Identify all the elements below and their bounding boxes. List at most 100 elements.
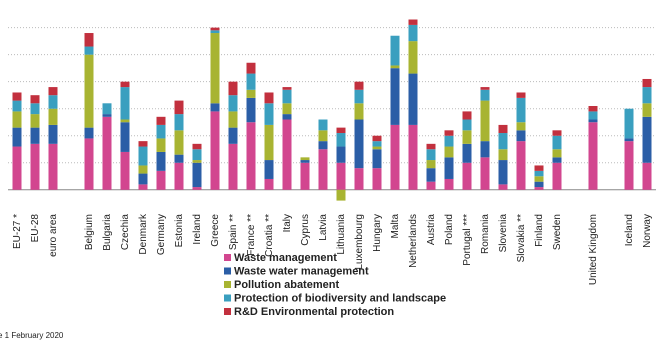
bar-segment <box>516 97 526 123</box>
bar-segment <box>588 122 598 190</box>
bar-segment <box>318 119 328 131</box>
legend-swatch <box>224 267 231 275</box>
bar-segment <box>102 114 112 117</box>
legend-label: Waste water management <box>234 266 369 278</box>
bar-segment <box>534 165 544 171</box>
bar-segment <box>156 138 166 152</box>
bar-segment <box>138 146 148 166</box>
x-tick-label: United Kingdom <box>588 214 599 285</box>
x-tick-label: Estonia <box>174 214 185 248</box>
bar-segment <box>552 149 562 158</box>
bar-segment <box>480 87 490 90</box>
x-tick-label: Lithuania <box>336 214 347 255</box>
bar-segment <box>642 87 652 104</box>
bar-segment <box>138 141 148 147</box>
x-tick-label: Spain ** <box>228 214 239 250</box>
bar-segment <box>84 46 94 55</box>
bar-segment <box>300 157 310 161</box>
bar-segment <box>264 124 274 161</box>
bar-segment <box>552 135 562 150</box>
bar-segment <box>264 92 274 104</box>
bar-segment <box>102 103 112 115</box>
bar-segment <box>174 154 184 163</box>
bar-segment <box>156 151 166 171</box>
bar-segment <box>354 119 364 169</box>
x-tick-label: Bulgaria <box>102 214 113 251</box>
bar-segment <box>588 119 598 123</box>
bar-segment <box>354 103 364 120</box>
bar-segment <box>372 168 382 190</box>
bar-segment <box>336 133 346 147</box>
x-tick-label: Poland <box>444 214 455 245</box>
bar-segment <box>264 103 274 125</box>
bar-segment <box>228 143 238 190</box>
source-note: e 1 February 2020 <box>0 331 64 340</box>
bar-segment <box>480 141 490 158</box>
bar-segment <box>624 138 634 142</box>
x-tick-label: Croatia ** <box>264 214 275 257</box>
bar-segment <box>408 19 418 25</box>
bar-segment <box>588 111 598 120</box>
bar-segment <box>84 138 94 190</box>
bar-segment <box>264 160 274 179</box>
bar-segment <box>30 114 40 128</box>
bar-segment <box>408 124 418 190</box>
bar-segment <box>426 181 436 190</box>
bar-segment <box>30 127 40 144</box>
bar-segment <box>624 108 634 139</box>
bar-segment <box>336 189 346 201</box>
x-tick-label: France ** <box>246 214 257 256</box>
bar-segment <box>390 124 400 190</box>
bar-segment <box>138 165 148 174</box>
bar-segment <box>84 54 94 128</box>
bar-segment <box>552 130 562 136</box>
bar-segment <box>264 178 274 190</box>
bar-segment <box>246 97 256 123</box>
bar-segment <box>336 146 346 163</box>
bar-segment <box>516 92 526 98</box>
legend-swatch <box>224 294 231 302</box>
bar-segment <box>516 130 526 142</box>
bar-segment <box>336 127 346 134</box>
bar-segment <box>498 124 508 134</box>
x-tick-label: Belgium <box>84 214 95 250</box>
bar-segment <box>498 133 508 150</box>
bar-segment <box>48 87 58 96</box>
bar-segment <box>282 87 292 90</box>
bar-segment <box>300 162 310 190</box>
bar-segment <box>246 89 256 98</box>
bar-segment <box>642 162 652 190</box>
bar-segment <box>30 95 40 104</box>
bar-segment <box>408 24 418 42</box>
bar-segment <box>354 81 364 90</box>
bar-segment <box>228 127 238 144</box>
bar-segment <box>498 184 508 190</box>
bar-segment <box>444 157 454 179</box>
bar-segment <box>390 68 400 125</box>
bar-segment <box>624 141 634 190</box>
bar-segment <box>120 81 130 88</box>
bar-segment <box>552 157 562 163</box>
x-tick-label: EU-27 * <box>12 214 23 249</box>
x-tick-label: Austria <box>426 214 437 246</box>
bar-segment <box>516 141 526 190</box>
legend-label: Waste management <box>234 252 337 264</box>
bar-segment <box>318 130 328 142</box>
bar-segment <box>480 157 490 190</box>
bar-segment <box>462 119 472 131</box>
x-tick-label: Malta <box>390 214 401 239</box>
bar-segment <box>30 143 40 190</box>
bar-segment <box>534 170 544 177</box>
x-tick-label: Slovakia ** <box>516 214 527 262</box>
bar-segment <box>156 116 166 125</box>
legend-swatch <box>224 281 231 288</box>
bar-segment <box>210 30 220 34</box>
bar-segment <box>498 160 508 185</box>
bar-segment <box>426 160 436 169</box>
bar-segment <box>120 87 130 120</box>
bar-segment <box>12 92 22 101</box>
bar-segment <box>120 119 130 123</box>
legend-label: R&D Environmental protection <box>234 306 394 318</box>
x-tick-label: Greece <box>210 214 221 247</box>
bar-segment <box>192 149 202 161</box>
